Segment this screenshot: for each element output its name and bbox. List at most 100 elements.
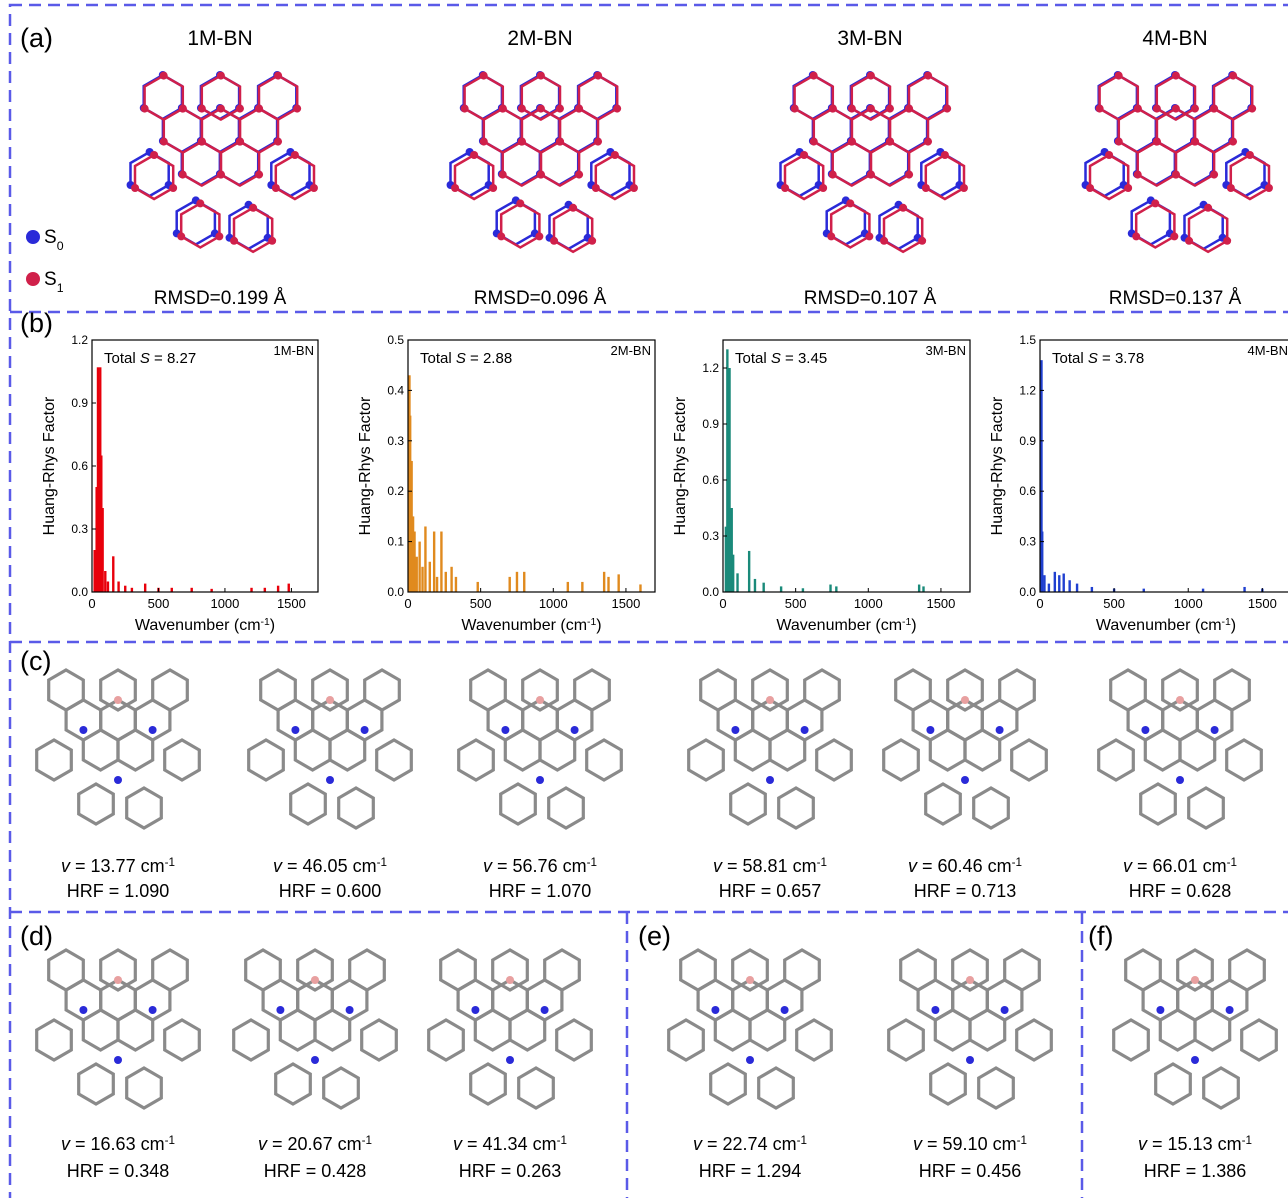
bar xyxy=(429,562,431,592)
bar xyxy=(445,572,447,592)
ring xyxy=(291,784,326,824)
frequency: v = 56.76 cm-1 xyxy=(483,856,597,877)
atom xyxy=(1210,105,1218,113)
bar xyxy=(117,582,119,593)
atom xyxy=(865,232,873,240)
ring xyxy=(221,142,259,186)
atom xyxy=(516,199,524,207)
nitrogen xyxy=(926,726,934,734)
bar xyxy=(101,508,103,592)
text-part: 0 xyxy=(57,239,64,253)
atom xyxy=(594,138,602,146)
bar xyxy=(413,532,415,592)
legend-label: 1M-BN xyxy=(274,343,314,358)
atom xyxy=(291,151,299,159)
ring xyxy=(926,784,961,824)
y-tick-label: 0.4 xyxy=(387,383,404,397)
boron xyxy=(114,976,122,984)
ring xyxy=(519,1068,554,1108)
ring xyxy=(503,142,541,186)
nitrogen xyxy=(961,776,969,784)
ring xyxy=(165,740,200,780)
plot-frame xyxy=(92,340,318,592)
ring xyxy=(797,1020,832,1060)
atom xyxy=(575,171,583,179)
ring xyxy=(362,1020,397,1060)
legend-label: S1 xyxy=(44,269,64,295)
ring xyxy=(330,730,365,770)
ring xyxy=(1160,1010,1195,1050)
plot-frame xyxy=(1040,340,1288,592)
annotation: Total S = 3.78 xyxy=(1052,350,1144,367)
y-tick-label: 0.3 xyxy=(71,522,88,536)
nitrogen xyxy=(79,726,87,734)
ring xyxy=(770,730,805,770)
bar xyxy=(131,588,133,592)
nitrogen xyxy=(114,776,122,784)
y-tick-label: 0.9 xyxy=(71,396,88,410)
text-part: = 22.74 cm xyxy=(702,1134,797,1154)
bar xyxy=(567,582,569,592)
ring xyxy=(350,950,385,990)
ring xyxy=(735,730,770,770)
atom xyxy=(1170,232,1178,240)
atom xyxy=(848,105,856,113)
hrf: HRF = 1.070 xyxy=(489,881,592,901)
bar xyxy=(780,586,782,592)
atom xyxy=(592,184,600,192)
atom xyxy=(150,151,158,159)
ring xyxy=(429,1020,464,1060)
ring xyxy=(759,1068,794,1108)
text-part: -1 xyxy=(165,856,175,869)
ring xyxy=(49,670,84,710)
atom xyxy=(886,105,894,113)
structure-name: 1M-BN xyxy=(187,27,252,50)
atom xyxy=(274,72,282,80)
annotation: Total S = 2.88 xyxy=(420,350,512,367)
ring xyxy=(1100,76,1138,120)
y-tick-label: 0.0 xyxy=(387,585,404,599)
ring xyxy=(37,740,72,780)
hrf: HRF = 0.348 xyxy=(67,1161,170,1181)
nitrogen xyxy=(361,726,369,734)
ring xyxy=(1111,670,1146,710)
bar xyxy=(748,551,750,592)
annotation: Total S = 3.45 xyxy=(735,350,827,367)
text-part: = 66.01 cm xyxy=(1132,856,1227,876)
atom xyxy=(1153,138,1161,146)
plot-frame xyxy=(723,340,970,592)
nitrogen xyxy=(711,1006,719,1014)
bar xyxy=(1041,532,1043,592)
nitrogen xyxy=(536,776,544,784)
y-tick-label: 0.6 xyxy=(71,459,88,473)
text-part: -1 xyxy=(1012,856,1022,869)
atom xyxy=(819,184,827,192)
molecule xyxy=(884,670,1047,828)
nitrogen xyxy=(346,1006,354,1014)
ring xyxy=(246,950,281,990)
atom xyxy=(255,171,263,179)
text-part: S xyxy=(456,350,466,367)
ring xyxy=(931,1064,966,1104)
text-part: = 8.27 xyxy=(150,350,196,367)
x-tick-label: 1500 xyxy=(1248,596,1277,611)
frequency: v = 66.01 cm-1 xyxy=(1123,856,1237,877)
text-part: -1 xyxy=(261,617,270,628)
rmsd: RMSD=0.137 Å xyxy=(1109,288,1242,309)
bar xyxy=(617,574,619,592)
ring xyxy=(884,740,919,780)
bar xyxy=(607,577,609,592)
ring xyxy=(153,670,188,710)
ring xyxy=(280,1010,315,1050)
ring xyxy=(871,142,909,186)
atom xyxy=(575,105,583,113)
boron xyxy=(1176,696,1184,704)
ring xyxy=(259,76,297,120)
bar xyxy=(516,572,518,592)
nitrogen xyxy=(801,726,809,734)
atom xyxy=(177,232,185,240)
ring xyxy=(541,142,579,186)
x-tick-label: 500 xyxy=(148,596,170,611)
rmsd: RMSD=0.107 Å xyxy=(804,288,937,309)
ring xyxy=(750,1010,785,1050)
